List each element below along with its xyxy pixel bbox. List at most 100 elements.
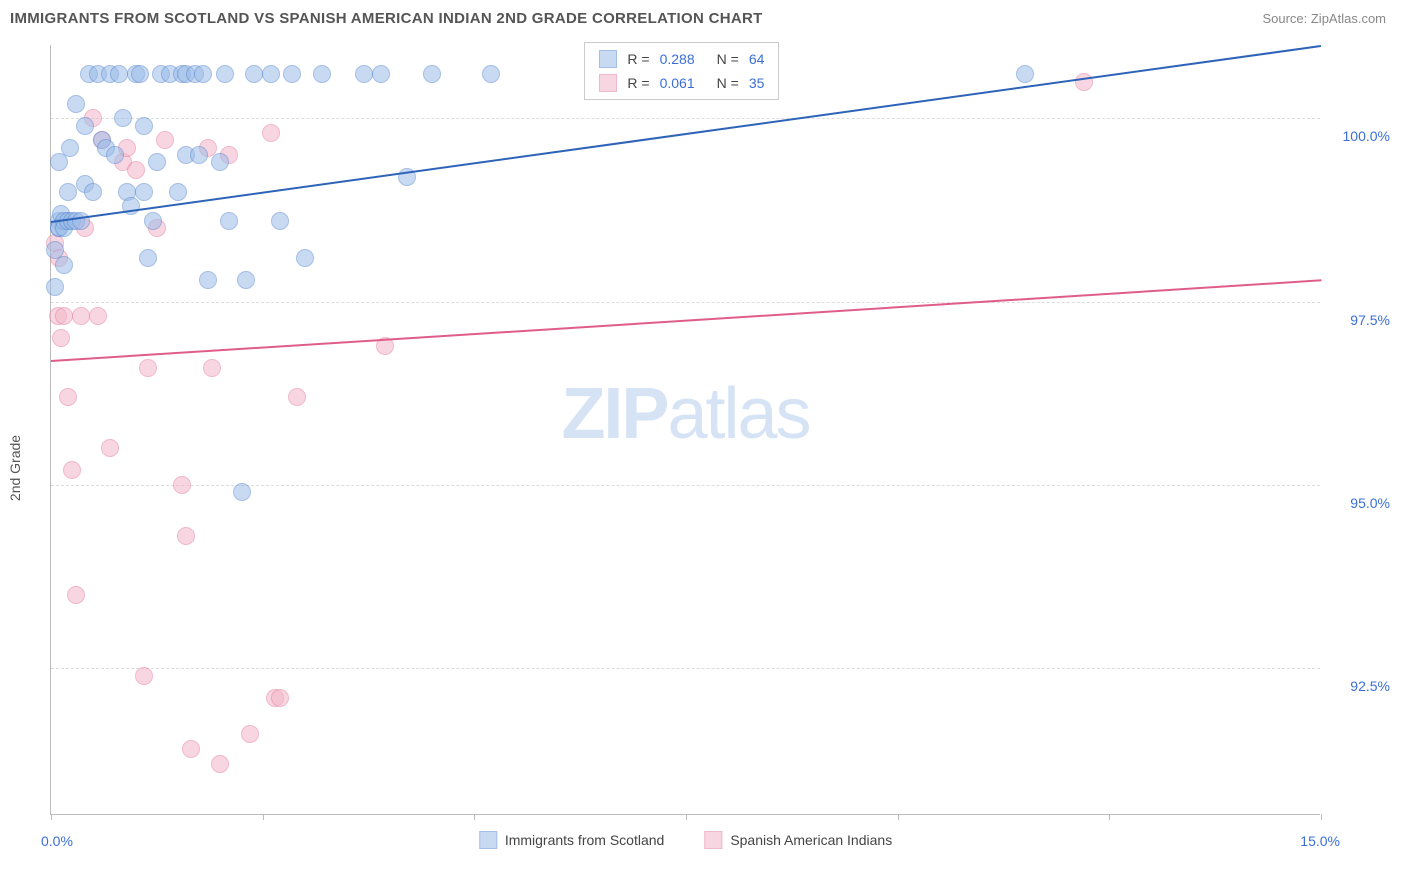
scatter-point: [169, 183, 187, 201]
scatter-point: [135, 117, 153, 135]
scatter-point: [262, 124, 280, 142]
plot-area: ZIPatlas 92.5%95.0%97.5%100.0%0.0%15.0%R…: [50, 45, 1320, 815]
scatter-point: [61, 139, 79, 157]
scatter-point: [182, 740, 200, 758]
scatter-point: [55, 307, 73, 325]
scatter-point: [131, 65, 149, 83]
xtick: [51, 814, 52, 820]
scatter-point: [156, 131, 174, 149]
scatter-point: [355, 65, 373, 83]
scatter-point: [245, 65, 263, 83]
legend-swatch: [704, 831, 722, 849]
scatter-point: [89, 307, 107, 325]
xtick: [1109, 814, 1110, 820]
scatter-point: [114, 109, 132, 127]
scatter-point: [177, 527, 195, 545]
scatter-point: [203, 359, 221, 377]
scatter-point: [84, 183, 102, 201]
legend-series-label: Spanish American Indians: [730, 832, 892, 848]
scatter-point: [211, 755, 229, 773]
watermark: ZIPatlas: [561, 373, 809, 455]
scatter-point: [237, 271, 255, 289]
legend-r-value: 0.288: [660, 51, 695, 67]
scatter-point: [271, 212, 289, 230]
scatter-point: [288, 388, 306, 406]
scatter-point: [139, 249, 157, 267]
scatter-point: [220, 212, 238, 230]
scatter-point: [76, 117, 94, 135]
scatter-point: [233, 483, 251, 501]
scatter-point: [148, 153, 166, 171]
legend-bottom-item: Immigrants from Scotland: [479, 831, 665, 849]
legend-series-label: Immigrants from Scotland: [505, 832, 665, 848]
scatter-point: [127, 161, 145, 179]
scatter-point: [67, 586, 85, 604]
chart-source: Source: ZipAtlas.com: [1262, 11, 1386, 26]
scatter-point: [283, 65, 301, 83]
xtick: [263, 814, 264, 820]
ytick-label: 97.5%: [1330, 312, 1390, 328]
legend-r-label: R =: [627, 51, 649, 67]
watermark-bold: ZIP: [561, 374, 667, 454]
chart-title: IMMIGRANTS FROM SCOTLAND VS SPANISH AMER…: [10, 10, 763, 27]
scatter-point: [1016, 65, 1034, 83]
xaxis-label-left: 0.0%: [41, 833, 73, 849]
y-axis-label: 2nd Grade: [7, 435, 23, 501]
scatter-point: [211, 153, 229, 171]
legend-row: R = 0.061 N = 35: [585, 71, 778, 95]
scatter-point: [271, 689, 289, 707]
gridline: [51, 668, 1320, 669]
gridline: [51, 118, 1320, 119]
xtick: [898, 814, 899, 820]
scatter-point: [110, 65, 128, 83]
scatter-point: [72, 212, 90, 230]
scatter-point: [423, 65, 441, 83]
scatter-point: [72, 307, 90, 325]
legend-swatch: [599, 74, 617, 92]
scatter-point: [135, 183, 153, 201]
chart-header: IMMIGRANTS FROM SCOTLAND VS SPANISH AMER…: [0, 0, 1406, 35]
legend-n-value: 64: [749, 51, 765, 67]
watermark-light: atlas: [667, 374, 809, 454]
chart-wrap: 2nd Grade ZIPatlas 92.5%95.0%97.5%100.0%…: [0, 35, 1406, 885]
xtick: [686, 814, 687, 820]
scatter-point: [59, 183, 77, 201]
scatter-point: [1075, 73, 1093, 91]
scatter-point: [63, 461, 81, 479]
legend-swatch: [599, 50, 617, 68]
scatter-point: [262, 65, 280, 83]
scatter-point: [46, 278, 64, 296]
scatter-point: [482, 65, 500, 83]
scatter-point: [194, 65, 212, 83]
legend-row: R =0.288N =64: [585, 47, 778, 71]
scatter-point: [52, 329, 70, 347]
ytick-label: 92.5%: [1330, 678, 1390, 694]
legend-top: R = 0.288 N = 64 R = 0.061 N = 35: [584, 42, 779, 100]
scatter-point: [296, 249, 314, 267]
scatter-point: [101, 439, 119, 457]
scatter-point: [135, 667, 153, 685]
scatter-point: [199, 271, 217, 289]
legend-swatch: [479, 831, 497, 849]
legend-r-label: R =: [627, 75, 649, 91]
xtick: [1321, 814, 1322, 820]
scatter-point: [139, 359, 157, 377]
ytick-label: 100.0%: [1330, 128, 1390, 144]
scatter-point: [144, 212, 162, 230]
legend-n-value: 35: [749, 75, 765, 91]
ytick-label: 95.0%: [1330, 495, 1390, 511]
scatter-point: [372, 65, 390, 83]
scatter-point: [55, 256, 73, 274]
scatter-point: [173, 476, 191, 494]
scatter-point: [106, 146, 124, 164]
trend-line: [51, 280, 1321, 363]
scatter-point: [313, 65, 331, 83]
legend-r-value: 0.061: [660, 75, 695, 91]
scatter-point: [67, 95, 85, 113]
scatter-point: [241, 725, 259, 743]
legend-n-label: N =: [717, 75, 739, 91]
xaxis-label-right: 15.0%: [1300, 833, 1340, 849]
legend-bottom-item: Spanish American Indians: [704, 831, 892, 849]
scatter-point: [59, 388, 77, 406]
legend-bottom: Immigrants from Scotland Spanish American…: [479, 831, 892, 849]
